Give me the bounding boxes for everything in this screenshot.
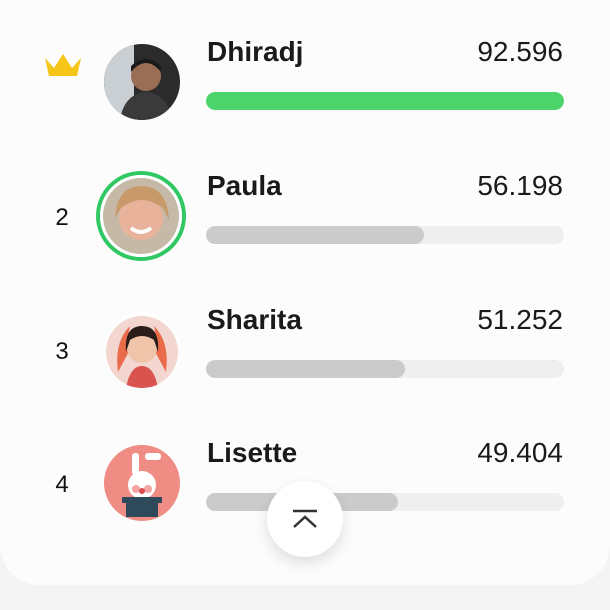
chevron-up-bar-icon: [293, 509, 317, 528]
player-name: Paula: [207, 170, 282, 201]
leaderboard-row-2[interactable]: 2 Paula 56.198: [0, 170, 610, 298]
avatar: [100, 175, 182, 257]
progress-fill: [206, 92, 564, 110]
player-name: Dhiradj: [207, 36, 304, 67]
avatar: [104, 312, 180, 388]
avatar: [104, 44, 180, 120]
progress-bar: [206, 226, 564, 244]
crown-icon: [45, 54, 81, 76]
progress-bar: [206, 92, 564, 110]
player-score: 49.404: [477, 437, 563, 468]
leaderboard-row-3[interactable]: 3 Sharita 51.252: [0, 304, 610, 432]
rank-number: 4: [55, 471, 69, 498]
player-name: Sharita: [207, 304, 302, 335]
scroll-to-top-button[interactable]: [267, 481, 343, 557]
player-score: 51.252: [477, 304, 563, 335]
player-score: 92.596: [477, 36, 563, 67]
rank-number: 2: [55, 204, 69, 231]
leaderboard-row-1[interactable]: Dhiradj 92.596: [0, 36, 610, 164]
player-name: Lisette: [207, 437, 298, 468]
progress-bar: [206, 360, 564, 378]
progress-bar: [206, 493, 564, 511]
rank-number: 3: [55, 338, 69, 365]
avatar: [104, 445, 180, 521]
progress-fill: [206, 360, 405, 378]
player-score: 56.198: [477, 170, 563, 201]
progress-fill: [206, 226, 425, 244]
